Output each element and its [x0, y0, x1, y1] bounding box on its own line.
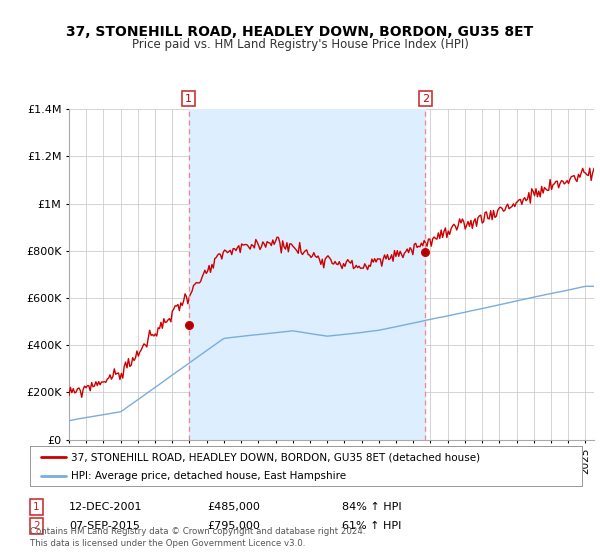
Text: HPI: Average price, detached house, East Hampshire: HPI: Average price, detached house, East…: [71, 471, 347, 481]
Text: £485,000: £485,000: [207, 502, 260, 512]
Text: 37, STONEHILL ROAD, HEADLEY DOWN, BORDON, GU35 8ET (detached house): 37, STONEHILL ROAD, HEADLEY DOWN, BORDON…: [71, 452, 481, 462]
Text: Price paid vs. HM Land Registry's House Price Index (HPI): Price paid vs. HM Land Registry's House …: [131, 38, 469, 52]
Bar: [189, 109, 425, 440]
Text: 84% ↑ HPI: 84% ↑ HPI: [342, 502, 401, 512]
Text: 2: 2: [422, 94, 429, 104]
Text: 07-SEP-2015: 07-SEP-2015: [69, 521, 140, 531]
Text: 2: 2: [33, 521, 40, 531]
Text: 37, STONEHILL ROAD, HEADLEY DOWN, BORDON, GU35 8ET: 37, STONEHILL ROAD, HEADLEY DOWN, BORDON…: [67, 26, 533, 39]
Text: 61% ↑ HPI: 61% ↑ HPI: [342, 521, 401, 531]
Text: Contains HM Land Registry data © Crown copyright and database right 2024.
This d: Contains HM Land Registry data © Crown c…: [30, 527, 365, 548]
Text: £795,000: £795,000: [207, 521, 260, 531]
Text: 12-DEC-2001: 12-DEC-2001: [69, 502, 143, 512]
Text: 1: 1: [33, 502, 40, 512]
Text: 1: 1: [185, 94, 192, 104]
